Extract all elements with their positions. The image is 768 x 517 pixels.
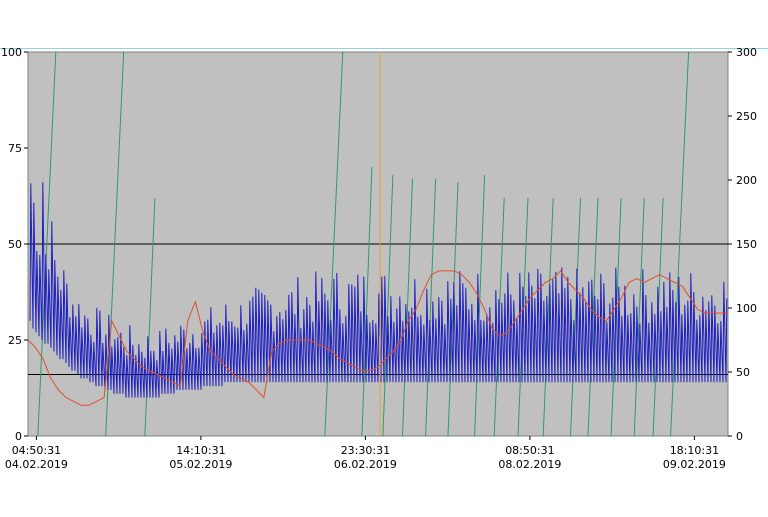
right-tick-label: 200 [736, 174, 757, 187]
right-tick-label: 300 [736, 48, 757, 59]
green-sawtooth-segment [474, 174, 486, 437]
right-tick-label: 250 [736, 110, 757, 123]
green-sawtooth-segment [610, 197, 622, 437]
blue-series-line [29, 182, 728, 398]
orange-series [27, 270, 728, 406]
left-tick-label: 25 [8, 334, 22, 347]
right-tick-label: 150 [736, 238, 757, 251]
green-sawtooth-segment [670, 51, 690, 437]
left-tick-label: 100 [1, 48, 22, 59]
x-tick-time: 18:10:31 [670, 444, 719, 457]
right-tick-label: 50 [736, 366, 750, 379]
green-sawtooth-segment [361, 167, 373, 437]
left-tick-label: 75 [8, 142, 22, 155]
top-strip [0, 0, 768, 49]
green-sawtooth-segment [402, 178, 413, 437]
orange-series-line [27, 270, 728, 406]
x-tick-date: 08.02.2019 [498, 458, 561, 471]
left-axis: 100 75 50 25 0 [1, 48, 28, 443]
green-sawtooth-segment [633, 197, 645, 437]
x-tick-time: 04:50:31 [12, 444, 61, 457]
green-sawtooth-segment [447, 182, 459, 437]
green-sawtooth-segment [425, 178, 437, 437]
blue-series [29, 182, 728, 398]
x-tick-date: 09.02.2019 [663, 458, 726, 471]
right-tick-label: 0 [736, 430, 743, 443]
green-sawtooth-segment [324, 51, 344, 437]
left-tick-label: 0 [15, 430, 22, 443]
x-tick-time: 14:10:31 [176, 444, 225, 457]
green-sawtooth-segment [570, 197, 581, 437]
x-tick-time: 23:30:31 [341, 444, 390, 457]
left-tick-label: 50 [8, 238, 22, 251]
green-sawtooth-segment [542, 197, 554, 437]
right-axis: 300 250 200 150 100 50 0 [728, 48, 757, 443]
x-tick-time: 08:50:31 [505, 444, 554, 457]
x-tick-date: 05.02.2019 [169, 458, 232, 471]
x-tick-date: 04.02.2019 [5, 458, 68, 471]
green-sawtooth-segment [105, 51, 125, 437]
x-tick-date: 06.02.2019 [334, 458, 397, 471]
right-tick-label: 100 [736, 302, 757, 315]
green-sawtooth-segment [37, 51, 57, 437]
green-sawtooth-segment [382, 174, 394, 437]
